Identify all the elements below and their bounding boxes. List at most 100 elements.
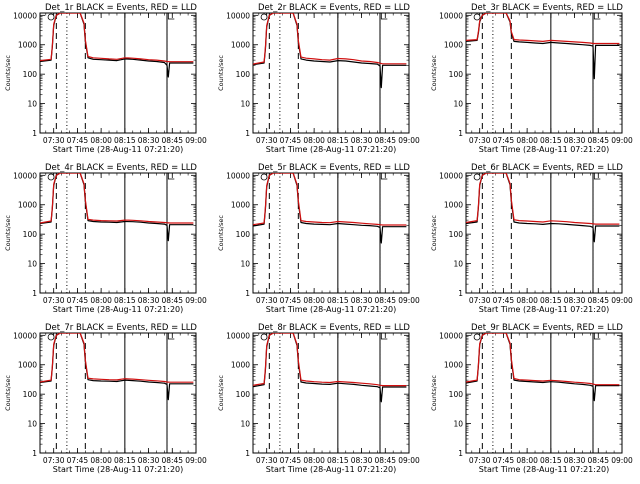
y-tick-label: 100	[236, 390, 251, 399]
panel-5: Det_5r BLACK = Events, RED = LLD 1 10 100 10…	[217, 163, 420, 314]
x-tick-label: 08:15	[327, 456, 349, 465]
y-axis-label: Counts/sec	[217, 375, 225, 411]
event-circle-marker	[473, 333, 481, 341]
x-tick-label: 08:45	[161, 296, 183, 305]
panel-title: Det_9r BLACK = Events, RED = LLD	[471, 323, 623, 333]
panel-title: Det_1r BLACK = Events, RED = LLD	[45, 3, 197, 13]
x-tick-label: 07:45	[280, 296, 302, 305]
x-axis-label: Start Time (28-Aug-11 07:21:20)	[266, 465, 397, 474]
series-line-events	[253, 333, 407, 403]
y-tick-label: 1	[245, 129, 250, 138]
y-axis-label: Counts/sec	[217, 55, 225, 91]
x-tick-label: 08:30	[138, 456, 160, 465]
y-tick-label: 10	[27, 420, 37, 429]
event-bracket-marker	[593, 173, 601, 180]
y-tick-label: 10000	[226, 11, 250, 20]
x-tick-label: 09:00	[398, 296, 420, 305]
y-tick-label: 10000	[226, 171, 250, 180]
panel-title: Det_2r BLACK = Events, RED = LLD	[258, 3, 410, 13]
x-tick-label: 08:15	[327, 296, 349, 305]
event-circle-marker	[47, 13, 55, 21]
y-axis-label: Counts/sec	[4, 55, 12, 91]
event-circle-marker	[47, 333, 55, 341]
x-tick-label: 07:45	[493, 456, 515, 465]
y-tick-label: 10	[240, 260, 250, 269]
y-axis-label: Counts/sec	[430, 375, 438, 411]
panel-title: Det_3r BLACK = Events, RED = LLD	[471, 3, 623, 13]
x-tick-label: 07:45	[280, 456, 302, 465]
event-circle-marker	[473, 13, 481, 21]
x-axis-label: Start Time (28-Aug-11 07:21:20)	[479, 305, 610, 314]
plot-frame	[39, 172, 197, 294]
x-tick-label: 08:45	[587, 296, 609, 305]
y-tick-label: 1000	[444, 41, 463, 50]
x-tick-label: 08:00	[303, 456, 325, 465]
x-tick-label: 08:00	[90, 136, 112, 145]
x-tick-label: 07:30	[256, 456, 278, 465]
x-axis-label: Start Time (28-Aug-11 07:21:20)	[479, 145, 610, 154]
y-tick-label: 1000	[18, 41, 37, 50]
x-axis-label: Start Time (28-Aug-11 07:21:20)	[266, 145, 397, 154]
panel-data	[466, 333, 620, 402]
x-axis-label: Start Time (28-Aug-11 07:21:20)	[53, 145, 184, 154]
y-tick-label: 10000	[439, 331, 463, 340]
series-line-lld	[253, 173, 407, 226]
x-tick-label: 08:45	[374, 136, 396, 145]
x-tick-label: 08:00	[516, 136, 538, 145]
series-line-events	[40, 13, 194, 78]
x-axis-label: Start Time (28-Aug-11 07:21:20)	[479, 465, 610, 474]
x-tick-label: 08:00	[516, 456, 538, 465]
x-tick-label: 08:15	[327, 136, 349, 145]
series-line-lld	[40, 333, 194, 383]
plot-frame	[39, 12, 197, 134]
panel-title: Det_6r BLACK = Events, RED = LLD	[471, 163, 623, 173]
x-tick-label: 08:00	[90, 456, 112, 465]
x-tick-label: 08:45	[161, 136, 183, 145]
plot-frame	[252, 12, 410, 134]
panel-data	[466, 173, 620, 243]
y-tick-label: 10000	[13, 11, 37, 20]
panel-title: Det_8r BLACK = Events, RED = LLD	[258, 323, 410, 333]
series-line-lld	[466, 333, 620, 386]
x-tick-label: 09:00	[398, 136, 420, 145]
y-tick-label: 1000	[18, 201, 37, 210]
y-tick-label: 10000	[439, 171, 463, 180]
y-axis-label: Counts/sec	[430, 55, 438, 91]
panel-data	[253, 173, 407, 244]
y-tick-label: 10000	[13, 171, 37, 180]
x-tick-label: 08:30	[138, 136, 160, 145]
y-tick-label: 1	[32, 289, 37, 298]
panel-data	[40, 13, 194, 78]
x-tick-label: 08:30	[351, 296, 373, 305]
x-tick-label: 07:30	[43, 136, 65, 145]
x-tick-label: 07:30	[256, 136, 278, 145]
series-line-events	[466, 13, 620, 80]
plot-frame	[465, 12, 623, 134]
x-tick-label: 08:00	[303, 136, 325, 145]
x-tick-label: 08:45	[374, 296, 396, 305]
panel-title: Det_4r BLACK = Events, RED = LLD	[45, 163, 197, 173]
y-tick-label: 100	[236, 230, 251, 239]
y-tick-label: 10000	[439, 11, 463, 20]
x-tick-label: 08:45	[587, 456, 609, 465]
y-tick-label: 100	[449, 390, 464, 399]
event-circle-marker	[260, 333, 268, 341]
x-tick-label: 07:30	[43, 456, 65, 465]
y-tick-label: 1	[32, 129, 37, 138]
y-tick-label: 1	[458, 289, 463, 298]
x-tick-label: 09:00	[611, 136, 633, 145]
series-line-events	[253, 173, 407, 244]
event-circle-marker	[260, 173, 268, 181]
series-line-lld	[466, 13, 620, 45]
x-tick-label: 08:15	[114, 456, 136, 465]
panel-data	[253, 333, 407, 403]
y-tick-label: 1000	[231, 41, 250, 50]
x-tick-label: 07:30	[469, 456, 491, 465]
plot-frame	[252, 172, 410, 294]
event-bracket-marker	[167, 333, 175, 340]
y-tick-label: 10000	[226, 331, 250, 340]
y-axis-label: Counts/sec	[217, 215, 225, 251]
y-tick-label: 1000	[231, 361, 250, 370]
y-tick-label: 1000	[18, 361, 37, 370]
